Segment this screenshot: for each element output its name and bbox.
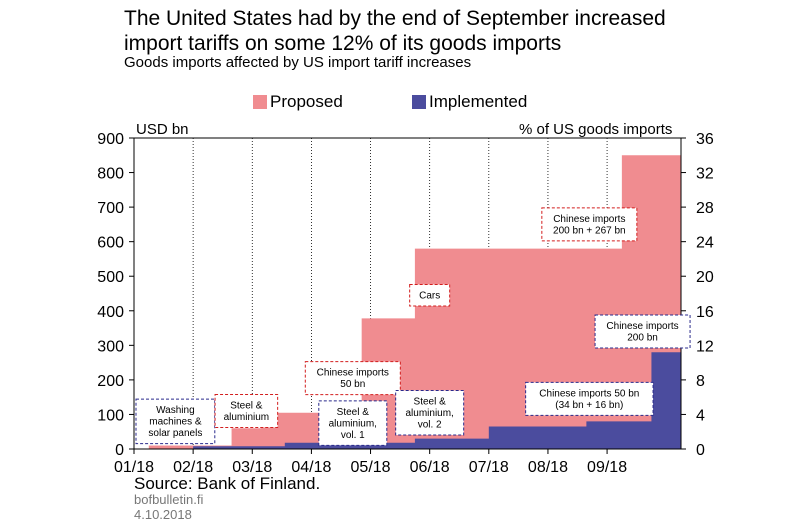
annotation-text: 200 bn <box>627 333 658 344</box>
y-axis-label: USD bn <box>136 121 189 138</box>
x-tick-label: 01/18 <box>114 459 154 476</box>
y-tick-label: 600 <box>97 235 124 252</box>
y-tick-label: 700 <box>97 200 124 217</box>
y2-tick-label: 0 <box>696 442 705 459</box>
annotation-text: Steel & <box>230 400 263 411</box>
annotation-text: 200 bn + 267 bn <box>553 225 626 236</box>
y-tick-label: 900 <box>97 131 124 148</box>
y2-tick-label: 32 <box>696 166 714 183</box>
annotation-box <box>214 393 279 428</box>
y2-tick-label: 28 <box>696 200 714 217</box>
legend-swatch-proposed <box>253 95 267 109</box>
legend-label-proposed: Proposed <box>270 92 343 111</box>
y2-tick-label: 8 <box>696 373 705 390</box>
y2-tick-label: 12 <box>696 338 714 355</box>
x-tick-label: 09/18 <box>587 459 627 476</box>
annotation-text: Washing <box>156 405 195 416</box>
annotation-text: 50 bn <box>340 379 365 390</box>
annotation-box <box>541 207 638 242</box>
x-tick-label: 05/18 <box>351 459 391 476</box>
annotation-box <box>135 398 216 445</box>
legend-swatch-implemented <box>412 95 426 109</box>
x-tick-label: 04/18 <box>291 459 331 476</box>
y-tick-label: 400 <box>97 304 124 321</box>
annotation-text: aluminium <box>224 412 270 423</box>
legend-item-proposed: Proposed <box>253 92 343 112</box>
date-note: 4.10.2018 <box>134 507 192 522</box>
y2-axis-label: % of US goods imports <box>519 121 673 138</box>
y-tick-label: 500 <box>97 269 124 286</box>
series-area-implemented <box>134 352 681 449</box>
annotation-text: vol. 1 <box>341 430 365 441</box>
legend-label-implemented: Implemented <box>429 92 528 111</box>
plot-border <box>133 137 682 450</box>
chart-title: The United States had by the end of Sept… <box>124 6 666 56</box>
annotation-text: Steel & <box>337 407 370 418</box>
annotation-text: aluminium, <box>405 408 453 419</box>
annotation-text: Chinese imports 50 bn <box>539 388 639 399</box>
y2-tick-label: 36 <box>696 131 714 148</box>
legend-item-implemented: Implemented <box>412 92 527 112</box>
annotation-box <box>395 389 465 436</box>
annotation-text: Chinese imports <box>317 368 389 379</box>
annotation-text: Chinese imports <box>606 321 678 332</box>
y-tick-label: 200 <box>97 373 124 390</box>
annotation-text: vol. 2 <box>418 419 442 430</box>
x-tick-label: 06/18 <box>410 459 450 476</box>
x-tick-label: 07/18 <box>469 459 509 476</box>
x-tick-label: 02/18 <box>173 459 213 476</box>
x-tick-label: 08/18 <box>528 459 568 476</box>
chart-title-line-2: import tariffs on some 12% of its goods … <box>124 32 562 55</box>
annotation-box <box>318 400 388 446</box>
y-tick-label: 100 <box>97 407 124 424</box>
annotation-box <box>304 361 401 396</box>
y2-tick-label: 16 <box>696 304 714 321</box>
annotation-text: Chinese imports <box>553 214 625 225</box>
annotation-text: Steel & <box>414 396 447 407</box>
site-note: bofbulletin.fi <box>134 492 204 507</box>
annotation-text: solar panels <box>148 428 202 439</box>
annotation-text: (34 bn + 16 bn) <box>555 400 623 411</box>
source-note: Source: Bank of Finland. <box>134 474 321 493</box>
annotation-text: Cars <box>419 290 440 301</box>
y-tick-label: 800 <box>97 166 124 183</box>
chart-title-line-1: The United States had by the end of Sept… <box>124 7 666 30</box>
annotation-box <box>594 314 691 349</box>
y2-tick-label: 20 <box>696 269 714 286</box>
series-area-proposed <box>134 155 681 449</box>
chart-subtitle: Goods imports affected by US import tari… <box>124 54 472 71</box>
y-tick-label: 300 <box>97 338 124 355</box>
y2-tick-label: 4 <box>696 407 705 424</box>
y2-tick-label: 24 <box>696 235 714 252</box>
annotation-box <box>525 381 654 416</box>
annotation-box <box>409 283 451 307</box>
annotation-text: machines & <box>149 417 202 428</box>
x-tick-label: 03/18 <box>232 459 272 476</box>
y-tick-label: 0 <box>115 442 124 459</box>
annotation-text: aluminium, <box>329 418 377 429</box>
legend: Proposed Implemented <box>0 92 800 112</box>
